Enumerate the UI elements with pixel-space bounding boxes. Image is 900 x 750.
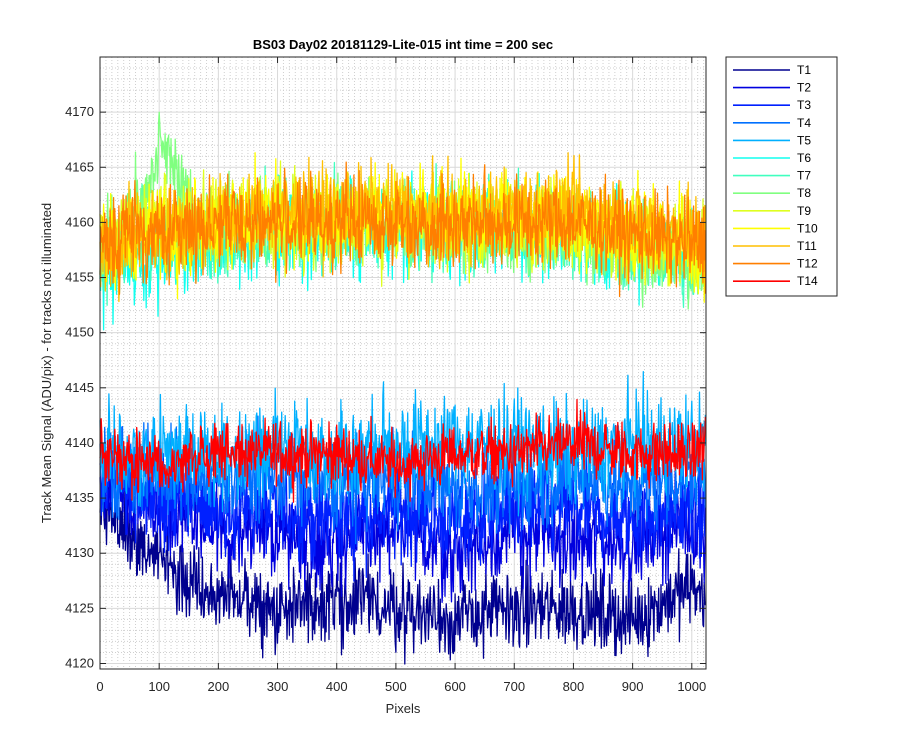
legend-label-t3: T3 bbox=[797, 98, 811, 112]
plot-frame bbox=[99, 56, 707, 670]
x-tick-label: 900 bbox=[622, 679, 644, 694]
x-tick-label: 1000 bbox=[677, 679, 706, 694]
x-tick-label: 200 bbox=[208, 679, 230, 694]
legend-label-t12: T12 bbox=[797, 257, 818, 271]
x-tick-label: 500 bbox=[385, 679, 407, 694]
y-tick-label: 4160 bbox=[65, 214, 94, 229]
x-tick-label: 700 bbox=[503, 679, 525, 694]
ticks bbox=[99, 57, 706, 669]
x-tick-label: 100 bbox=[148, 679, 170, 694]
y-tick-label: 4125 bbox=[65, 600, 94, 615]
y-tick-label: 4150 bbox=[65, 325, 94, 340]
legend-box bbox=[725, 56, 838, 297]
y-tick-label: 4170 bbox=[65, 104, 94, 119]
x-tick-label: 800 bbox=[563, 679, 585, 694]
tick-labels: 0 100 200 300 400 500 600 700 800 900 1000 4120 4125… bbox=[65, 104, 706, 694]
x-axis-label: Pixels bbox=[386, 701, 421, 716]
series-line-t12 bbox=[99, 161, 707, 298]
legend-label-t7: T7 bbox=[797, 169, 811, 183]
legend-label-t4: T4 bbox=[797, 116, 811, 130]
x-tick-label: 400 bbox=[326, 679, 348, 694]
y-tick-label: 4120 bbox=[65, 655, 94, 670]
series-line-t5 bbox=[99, 371, 707, 517]
series-line-t3 bbox=[99, 426, 707, 582]
y-tick-label: 4145 bbox=[65, 380, 94, 395]
series-line-t2 bbox=[99, 449, 707, 604]
series-line-t1 bbox=[99, 481, 707, 665]
legend: T1 T2 T3 T4 T5 T6 T7 T8 T9 T10 T11 T12 T14 bbox=[725, 56, 838, 297]
legend-label-t14: T14 bbox=[797, 274, 818, 288]
y-axis-label: Track Mean Signal (ADU/pix) - for tracks… bbox=[39, 203, 54, 523]
y-tick-label: 4135 bbox=[65, 490, 94, 505]
legend-label-t8: T8 bbox=[797, 186, 811, 200]
y-tick-label: 4165 bbox=[65, 159, 94, 174]
legend-label-t6: T6 bbox=[797, 151, 811, 165]
legend-label-t2: T2 bbox=[797, 81, 811, 95]
x-tick-label: 0 bbox=[96, 679, 103, 694]
y-tick-label: 4155 bbox=[65, 270, 94, 285]
y-tick-label: 4140 bbox=[65, 435, 94, 450]
legend-label-t9: T9 bbox=[797, 204, 811, 218]
series-layer bbox=[99, 111, 707, 665]
x-tick-label: 600 bbox=[444, 679, 466, 694]
legend-label-t1: T1 bbox=[797, 63, 811, 77]
x-tick-label: 300 bbox=[267, 679, 289, 694]
legend-label-t10: T10 bbox=[797, 221, 818, 235]
legend-label-t5: T5 bbox=[797, 133, 811, 147]
chart-title: BS03 Day02 20181129-Lite-015 int time = … bbox=[253, 37, 553, 52]
y-tick-label: 4130 bbox=[65, 545, 94, 560]
legend-label-t11: T11 bbox=[797, 239, 817, 253]
series-line-t14 bbox=[99, 398, 707, 503]
